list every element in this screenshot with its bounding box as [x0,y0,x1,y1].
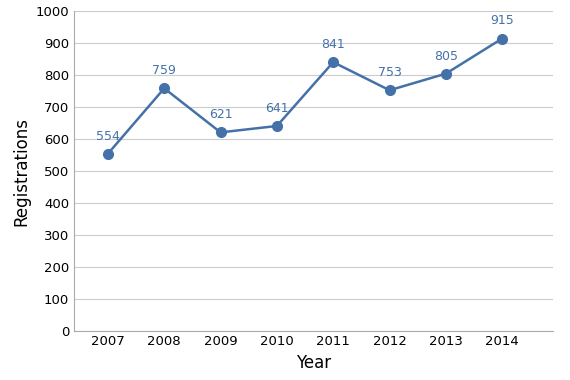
Text: 805: 805 [434,49,458,63]
Text: 841: 841 [321,38,345,51]
Text: 554: 554 [96,130,120,142]
Y-axis label: Registrations: Registrations [12,117,30,225]
Text: 915: 915 [490,14,514,27]
Text: 753: 753 [377,66,401,79]
Text: 621: 621 [209,108,233,121]
Text: 759: 759 [152,64,176,77]
Text: 641: 641 [265,102,288,115]
X-axis label: Year: Year [296,354,331,372]
